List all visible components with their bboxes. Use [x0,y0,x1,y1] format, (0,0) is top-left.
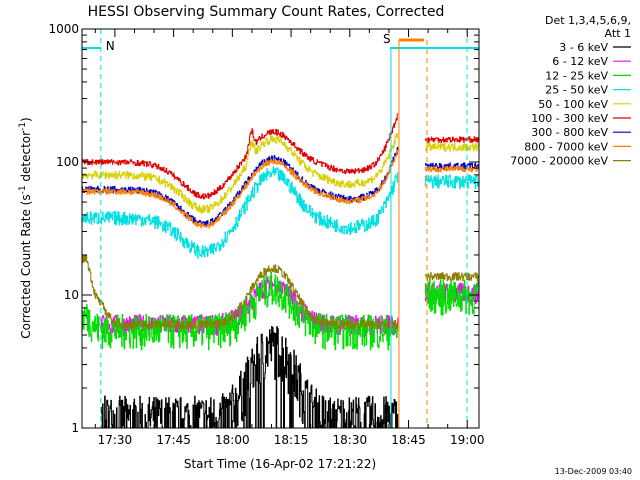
x-tick-label: 17:30 [98,433,133,447]
series-line-3-6-keV [101,326,399,428]
legend-entry-label: 100 - 300 keV [531,112,608,125]
x-axis-label: Start Time (16-Apr-02 17:21:22) [184,457,376,471]
timestamp-stamp: 13-Dec-2009 03:40 [555,467,632,476]
saa-annotation-label: S [383,32,391,46]
x-tick-label: 18:45 [391,433,426,447]
series-line-100-300-keV [101,113,399,200]
x-tick-label: 18:00 [215,433,250,447]
night-annotation-label: N [106,39,115,53]
legend-header-attenuator: Att 1 [605,27,631,40]
series-line-12-25-keV [425,279,479,316]
series-line-25-50-keV [425,174,479,190]
series-line-50-100-keV [101,133,399,214]
legend-entry-label: 7000 - 20000 keV [510,155,608,168]
series-line-100-300-keV [82,158,102,166]
y-axis-label: Corrected Count Rate (s-1 detector-1) [18,117,33,338]
legend-entry-label: 800 - 7000 keV [524,140,608,153]
series-line-50-100-keV [425,142,479,152]
legend-entry-label: 50 - 100 keV [538,98,608,111]
legend-entry-label: 25 - 50 keV [545,84,608,97]
series-line-25-50-keV [101,166,399,259]
series-line-25-50-keV [82,211,102,225]
series-line-800-7000-keV [101,149,399,229]
y-axis-ticks: 1 10 100 1000 [48,22,479,435]
series-line-50-100-keV [82,170,102,180]
series-line-7000-20000-keV [101,264,399,330]
series-line-7000-20000-keV [425,272,479,282]
series-line-7000-20000-keV [82,254,102,306]
legend-header-detectors: Det 1,3,4,5,6,9, [545,14,631,27]
legend-entry-label: 300 - 800 keV [531,126,608,139]
series-line-100-300-keV [425,136,479,143]
x-axis-ticks: 17:30 17:45 18:00 18:15 18:30 18:45 19:00 [94,29,485,447]
chart-title: HESSI Observing Summary Count Rates, Cor… [88,4,445,20]
y-tick-label: 100 [56,155,79,169]
legend-entry-label: 12 - 25 keV [545,69,608,82]
y-tick-label: 10 [64,288,79,302]
y-tick-label: 1000 [48,22,79,36]
legend-entry-label: 6 - 12 keV [552,55,608,68]
series-layer [82,113,479,428]
x-tick-label: 18:30 [333,433,368,447]
plot-frame [81,28,480,429]
x-tick-label: 18:15 [274,433,309,447]
legend-entry-label: 3 - 6 keV [559,41,608,54]
x-tick-label: 17:45 [156,433,191,447]
x-tick-label: 19:00 [450,433,485,447]
series-line-800-7000-keV [425,165,479,173]
y-tick-label: 1 [71,421,79,435]
series-line-12-25-keV [82,304,102,342]
series-line-300-800-keV [101,147,399,227]
